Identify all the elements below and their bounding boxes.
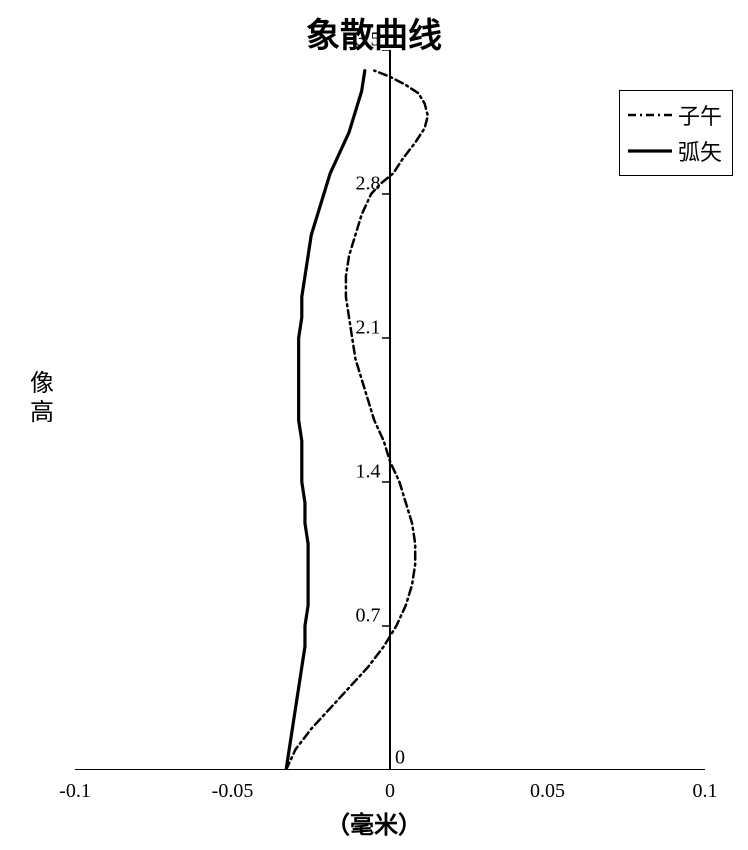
- legend: 子午 弧矢: [619, 90, 733, 176]
- xtick-label: -0.05: [212, 780, 254, 803]
- ylabel-char-1: 像: [30, 370, 54, 399]
- ytick-label: 0: [395, 747, 405, 770]
- plot-area: [75, 50, 705, 770]
- ytick-label: 2.1: [356, 317, 381, 340]
- legend-line-tangential: [628, 106, 672, 124]
- ylabel-char-2: 高: [30, 399, 54, 428]
- legend-label-sagittal: 弧矢: [678, 135, 722, 167]
- astigmatism-chart: 象散曲线 像 高 （毫米） 00.71.42.12.83.5 -0.1-0.05…: [0, 0, 748, 850]
- xtick-label: 0: [385, 780, 395, 803]
- xtick-label: 0.1: [693, 780, 718, 803]
- legend-item-sagittal: 弧矢: [628, 133, 722, 169]
- xtick-label: 0.05: [530, 780, 565, 803]
- legend-item-tangential: 子午: [628, 97, 722, 133]
- ytick-label: 1.4: [356, 461, 381, 484]
- ytick-label: 3.5: [356, 29, 381, 52]
- x-axis-label: （毫米）: [0, 805, 748, 840]
- ytick-label: 2.8: [356, 173, 381, 196]
- ytick-label: 0.7: [356, 605, 381, 628]
- y-axis-label: 像 高: [30, 370, 54, 428]
- legend-label-tangential: 子午: [678, 99, 722, 131]
- legend-line-sagittal: [628, 142, 672, 160]
- xtick-label: -0.1: [59, 780, 91, 803]
